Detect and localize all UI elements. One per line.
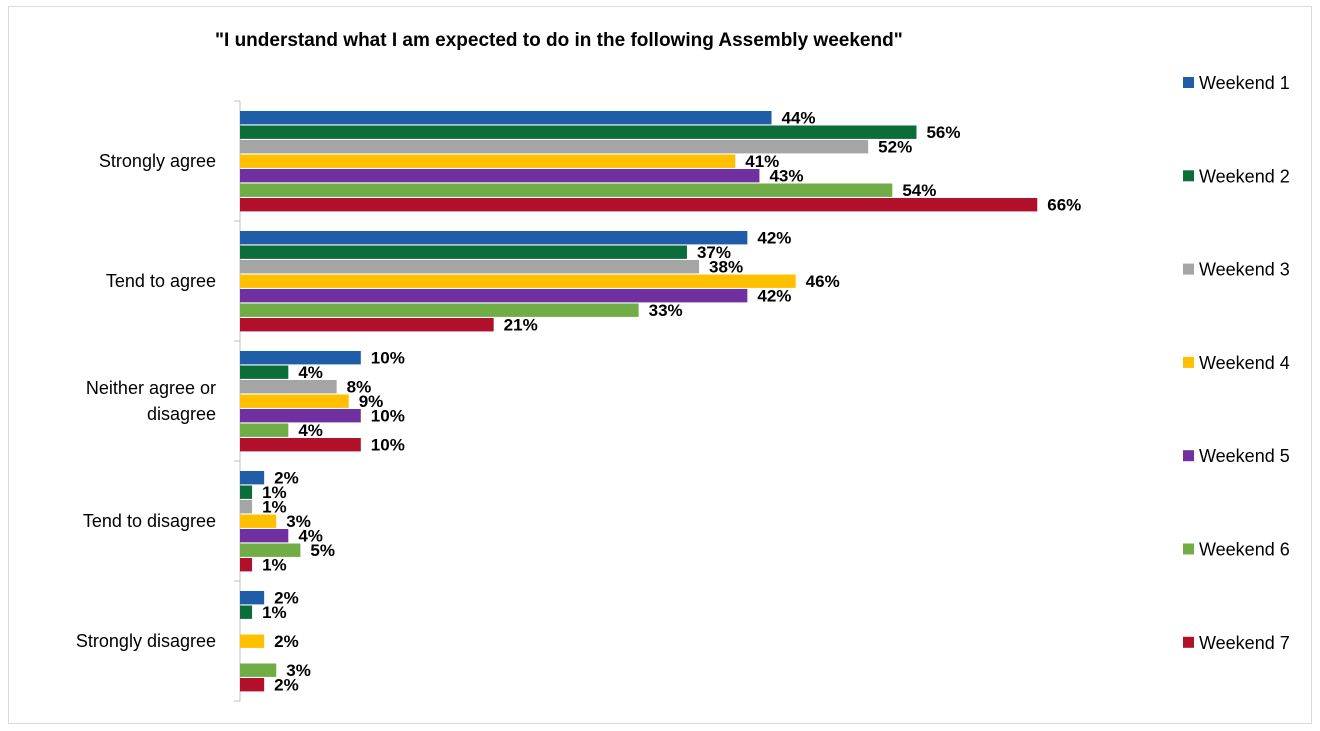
value-label: 8% [347,378,372,397]
value-label: 44% [782,109,816,128]
bar [240,154,736,168]
value-label: 41% [745,152,779,171]
bar [240,274,796,288]
value-label: 5% [310,541,335,560]
bar [240,198,1038,212]
bar [240,471,265,485]
value-label: 21% [504,316,538,335]
legend-swatch [1183,263,1194,275]
value-label: 4% [298,363,323,382]
value-label: 3% [286,512,311,531]
bar [240,514,277,528]
value-label: 1% [262,498,287,517]
category-label: Strongly agree [99,151,216,171]
value-label: 2% [274,589,299,608]
bar [240,303,639,317]
bar [240,289,748,303]
legend-label: Weekend 3 [1199,260,1290,280]
chart-title: "I understand what I am expected to do i… [215,30,903,51]
bar [240,500,253,514]
bar [240,260,700,274]
bar [240,183,893,197]
bar [240,380,337,394]
legend-swatch [1183,636,1194,648]
value-label: 10% [371,436,405,455]
bar [240,678,265,692]
value-label: 56% [926,123,960,142]
bar [240,351,361,365]
value-label: 3% [286,661,311,680]
bar [240,231,748,245]
bar [240,438,361,452]
category-label: Tend to disagree [83,511,216,531]
value-label: 1% [262,483,287,502]
bar [240,591,265,605]
bar [240,663,277,677]
legend-label: Weekend 5 [1199,446,1290,466]
value-label: 1% [262,556,287,575]
bar [240,409,361,423]
bar [240,365,289,379]
value-label: 1% [262,603,287,622]
value-label: 4% [298,421,323,440]
value-label: 46% [806,272,840,291]
value-label: 42% [757,229,791,248]
value-label: 43% [769,167,803,186]
bar [240,111,772,125]
category-label: Strongly disagree [76,631,216,651]
bar [240,485,253,499]
bar [240,394,349,408]
bar [240,318,494,332]
legend-label: Weekend 1 [1199,73,1290,93]
legend-swatch [1183,356,1194,368]
value-label: 33% [649,301,683,320]
legend-label: Weekend 6 [1199,540,1290,560]
value-label: 52% [878,138,912,157]
category-label: Tend to agree [106,271,216,291]
value-label: 38% [709,258,743,277]
value-label: 2% [274,469,299,488]
bar [240,558,253,572]
bar [240,423,289,437]
value-label: 9% [359,392,384,411]
legend-swatch [1183,77,1194,88]
value-label: 66% [1047,196,1081,215]
value-label: 2% [274,676,299,695]
legend-swatch [1183,543,1194,555]
bar [240,543,301,557]
bar [240,605,253,619]
legend-swatch [1183,170,1194,182]
value-label: 2% [274,632,299,651]
legend-label: Weekend 2 [1199,166,1290,186]
bar [240,125,917,139]
value-label: 4% [298,527,323,546]
category-label: Neither agree or disagree [86,378,216,424]
bar [240,140,869,154]
bar [240,634,265,648]
bar [240,245,687,259]
value-label: 10% [371,407,405,426]
value-label: 42% [757,287,791,306]
legend-label: Weekend 7 [1199,633,1290,653]
legend-label: Weekend 4 [1199,353,1290,373]
bar [240,169,760,183]
value-label: 54% [902,181,936,200]
value-label: 10% [371,349,405,368]
legend-swatch [1183,450,1194,462]
bar [240,529,289,543]
value-label: 37% [697,243,731,262]
